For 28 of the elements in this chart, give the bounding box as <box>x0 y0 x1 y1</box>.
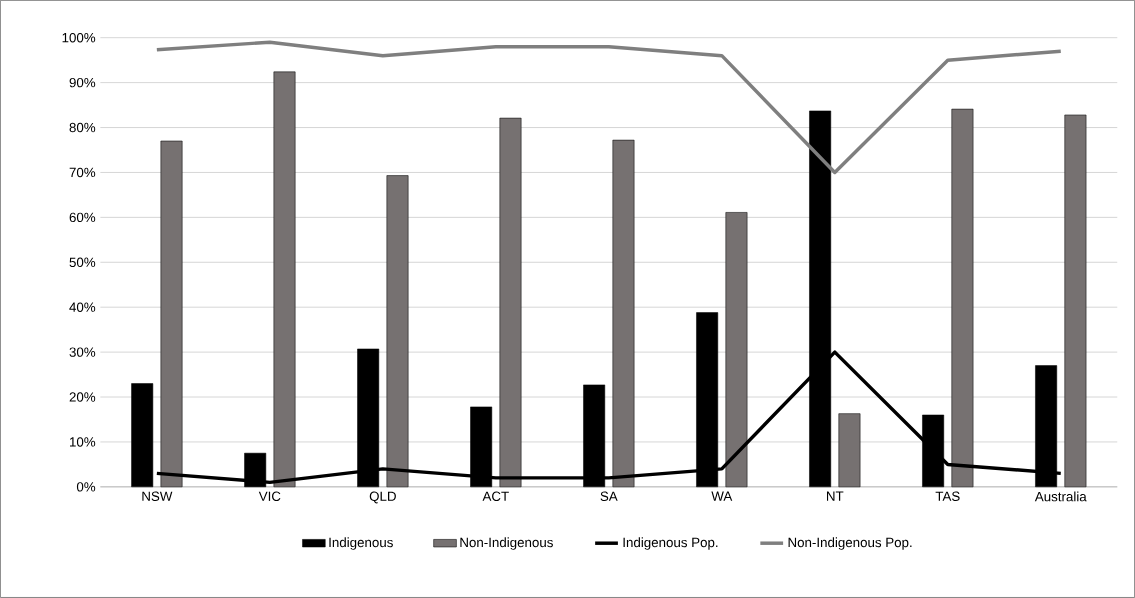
x-tick-label: QLD <box>369 491 396 504</box>
y-tick-label: 70% <box>69 167 96 178</box>
legend-label: Non-Indigenous <box>460 537 553 550</box>
x-tick-label: VIC <box>258 491 281 502</box>
legend-label: Indigenous Pop. <box>623 537 718 550</box>
y-tick-label: 100% <box>62 33 96 43</box>
bar <box>1064 114 1087 488</box>
legend-label: Non-Indigenous Pop. <box>788 537 912 550</box>
legend-label: Indigenous <box>329 537 393 550</box>
y-tick-label: 30% <box>69 347 96 357</box>
y-tick-label: 80% <box>69 122 96 133</box>
y-tick-label: 40% <box>69 302 96 312</box>
x-tick-label: TAS <box>935 491 960 502</box>
bar <box>131 383 154 488</box>
line-series <box>155 40 1063 175</box>
y-tick-label: 60% <box>69 212 96 223</box>
y-tick-label: 90% <box>69 77 96 88</box>
y-tick-label: 20% <box>69 392 96 402</box>
x-tick-label: ACT <box>482 491 509 502</box>
x-tick-label: NSW <box>142 491 173 502</box>
x-tick-label: NT <box>826 491 844 501</box>
x-tick-label: Australia <box>1034 491 1087 502</box>
x-tick-label: SA <box>600 491 618 502</box>
y-tick-label: 0% <box>76 482 96 492</box>
bar <box>838 413 861 488</box>
x-tick-label: WA <box>711 491 733 501</box>
y-tick-label: 10% <box>70 437 96 447</box>
y-tick-label: 50% <box>69 257 96 268</box>
